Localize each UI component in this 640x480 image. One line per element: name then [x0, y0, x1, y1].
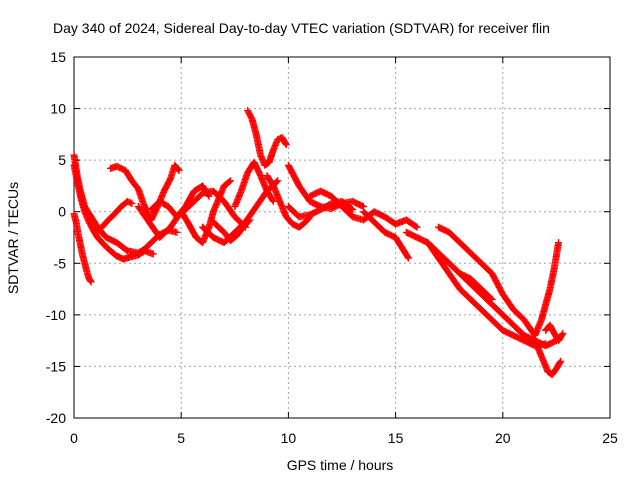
chart-title: Day 340 of 2024, Sidereal Day-to-day VTE… — [53, 20, 550, 36]
data-point — [149, 250, 157, 258]
data-point — [348, 205, 356, 213]
data-point — [404, 253, 412, 261]
data-points — [70, 107, 567, 379]
x-tick-label: 10 — [281, 430, 297, 446]
y-tick-label: 10 — [50, 101, 66, 117]
x-tick-label: 25 — [602, 430, 618, 446]
data-point — [282, 139, 290, 147]
series-track-24 — [542, 321, 567, 345]
data-point — [558, 331, 566, 339]
series-track-7 — [147, 182, 213, 221]
y-axis-label: SDTVAR / TECUs — [5, 182, 21, 294]
series-track-23 — [531, 239, 563, 339]
data-point — [245, 217, 253, 225]
axis-ticks: 0 5 10 15 20 25 -20 -15 -10 -5 0 5 10 15 — [46, 49, 618, 446]
data-point — [557, 357, 565, 365]
series-track-10 — [209, 216, 254, 245]
data-point — [269, 197, 277, 205]
data-point — [412, 222, 420, 230]
plot-frame — [73, 56, 611, 419]
data-point — [175, 166, 183, 174]
data-point — [225, 178, 233, 186]
x-axis-label: GPS time / hours — [287, 457, 394, 473]
data-point — [86, 277, 94, 285]
x-tick-label: 5 — [177, 430, 185, 446]
data-point — [126, 199, 134, 207]
y-tick-label: -10 — [46, 307, 66, 323]
series-track-12 — [244, 107, 290, 169]
data-point — [349, 206, 357, 214]
data-point — [555, 239, 563, 247]
series-track-3 — [70, 210, 95, 286]
data-point — [404, 254, 412, 262]
y-tick-label: 15 — [50, 49, 66, 65]
x-tick-label: 0 — [70, 430, 78, 446]
data-point — [556, 358, 564, 366]
x-tick-label: 20 — [495, 430, 511, 446]
series-track-21 — [456, 270, 560, 350]
data-point — [227, 177, 235, 185]
data-point — [128, 199, 136, 207]
data-point — [87, 278, 95, 286]
series-track-5 — [91, 197, 136, 236]
y-tick-label: -20 — [46, 410, 66, 426]
x-tick-label: 15 — [388, 430, 404, 446]
series-track-19 — [434, 223, 539, 339]
data-point — [174, 165, 182, 173]
data-point — [413, 223, 421, 231]
series-track-16 — [306, 187, 421, 231]
data-point — [173, 228, 181, 236]
data-point — [559, 329, 567, 337]
y-tick-label: -5 — [54, 255, 67, 271]
data-point — [269, 196, 277, 204]
series-track-11 — [231, 158, 277, 211]
y-tick-label: 0 — [58, 204, 66, 220]
data-point — [274, 177, 282, 185]
data-point — [282, 141, 290, 149]
series-track-4 — [106, 161, 183, 224]
data-point — [246, 216, 254, 224]
series-track-22 — [531, 337, 565, 379]
y-tick-label: 5 — [58, 152, 66, 168]
y-tick-label: -15 — [46, 358, 66, 374]
series-track-17 — [359, 208, 412, 262]
series-track-2 — [70, 151, 181, 257]
series-track-13 — [263, 172, 314, 231]
